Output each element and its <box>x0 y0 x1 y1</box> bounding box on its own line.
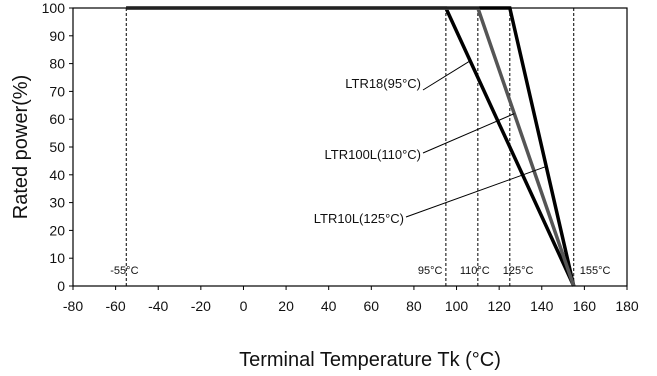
x-tick-label: 0 <box>240 298 248 314</box>
x-tick-label: 140 <box>530 298 554 314</box>
y-tick-label: 50 <box>49 139 65 155</box>
series-annotation: LTR10L(125°C) <box>314 211 404 226</box>
y-tick-label: 80 <box>49 56 65 72</box>
axis-ticks: 0 10 20 30 40 50 60 70 80 90 100 -80 -60 -40 -20 0 20 40 6… <box>42 0 639 314</box>
x-tick-label: -40 <box>148 298 168 314</box>
x-tick-label: 60 <box>364 298 380 314</box>
x-tick-label: 160 <box>573 298 597 314</box>
annotation-leader-line <box>422 60 471 91</box>
reference-line-label: 155°C <box>580 265 611 277</box>
y-axis-title: Rated power(%) <box>10 75 32 220</box>
annotation-leader-line <box>405 165 547 218</box>
x-tick-label: 20 <box>278 298 294 314</box>
x-tick-label: 120 <box>487 298 511 314</box>
y-tick-label: 30 <box>49 195 65 211</box>
annotations: LTR18(95°C) LTR100L(110°C) LTR10L(125°C) <box>314 76 421 226</box>
x-tick-label: -80 <box>63 298 83 314</box>
x-tick-label: 40 <box>321 298 337 314</box>
reference-line-label: -55°C <box>110 265 138 277</box>
y-tick-label: 0 <box>57 278 65 294</box>
reference-line-label: 125°C <box>503 265 534 277</box>
annotation-leaders <box>405 60 547 218</box>
reference-line-label: 110°C <box>460 265 490 277</box>
x-tick-label: 100 <box>445 298 469 314</box>
x-tick-label: 80 <box>406 298 422 314</box>
reference-lines: -55°C 95°C 110°C 125°C 155°C <box>110 8 610 286</box>
x-tick-label: 180 <box>615 298 639 314</box>
x-axis-title: Terminal Temperature Tk (°C) <box>239 349 501 371</box>
y-tick-label: 100 <box>42 0 66 16</box>
y-tick-label: 70 <box>49 83 65 99</box>
y-tick-label: 90 <box>49 28 65 44</box>
y-tick-label: 60 <box>49 111 65 127</box>
y-tick-label: 20 <box>49 222 65 238</box>
y-tick-label: 10 <box>49 250 65 266</box>
series-annotation: LTR18(95°C) <box>345 76 421 91</box>
series-annotation: LTR100L(110°C) <box>325 147 421 162</box>
y-tick-label: 40 <box>49 167 65 183</box>
x-tick-label: -60 <box>105 298 125 314</box>
annotation-leader-line <box>422 113 515 154</box>
reference-line-label: 95°C <box>418 265 443 277</box>
x-tick-label: -20 <box>191 298 211 314</box>
